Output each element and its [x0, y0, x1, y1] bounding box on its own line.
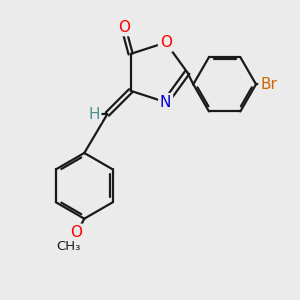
- Text: N: N: [160, 95, 171, 110]
- Text: Br: Br: [260, 77, 277, 92]
- Text: O: O: [160, 35, 172, 50]
- Text: O: O: [118, 20, 130, 34]
- Text: CH₃: CH₃: [56, 240, 80, 253]
- Text: H: H: [88, 106, 100, 122]
- Text: O: O: [70, 225, 82, 240]
